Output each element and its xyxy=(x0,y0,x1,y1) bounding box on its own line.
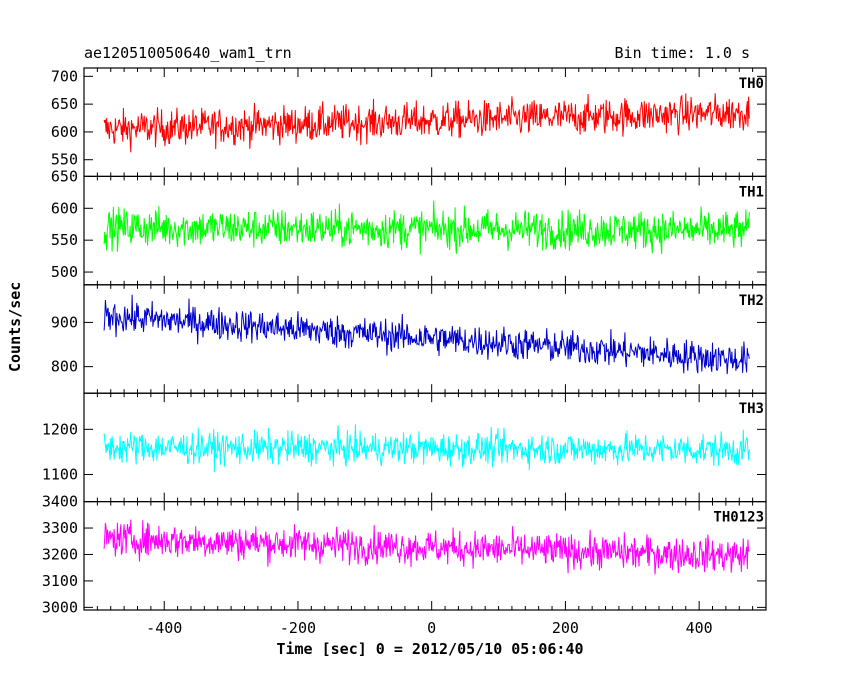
y-tick-label: 700 xyxy=(51,67,78,85)
series-th3 xyxy=(103,424,750,473)
y-tick-label: 3400 xyxy=(42,493,78,511)
x-tick-label: 200 xyxy=(552,619,579,637)
x-axis-label: Time [sec] 0 = 2012/05/10 05:06:40 xyxy=(276,640,584,658)
y-tick-label: 550 xyxy=(51,151,78,169)
y-tick-label: 800 xyxy=(51,358,78,376)
y-tick-label: 3300 xyxy=(42,519,78,537)
panel-label-th3: TH3 xyxy=(739,401,764,417)
y-tick-label: 600 xyxy=(51,199,78,217)
x-tick-label: -400 xyxy=(146,619,182,637)
y-tick-label: 3100 xyxy=(42,572,78,590)
chart-title: ae120510050640_wam1_trn xyxy=(84,44,292,62)
y-tick-label: 1100 xyxy=(42,466,78,484)
y-tick-label: 600 xyxy=(51,123,78,141)
y-tick-label: 550 xyxy=(51,231,78,249)
y-tick-label: 900 xyxy=(51,313,78,331)
series-th2 xyxy=(103,294,750,375)
panel-label-th0123: TH0123 xyxy=(713,510,764,526)
x-tick-label: -200 xyxy=(280,619,316,637)
series-th1 xyxy=(103,200,750,255)
panel-label-th0: TH0 xyxy=(739,76,764,92)
series-th0 xyxy=(103,93,750,153)
series-th0123 xyxy=(103,519,750,575)
x-tick-label: 400 xyxy=(686,619,713,637)
y-tick-label: 650 xyxy=(51,167,78,185)
y-tick-label: 1200 xyxy=(42,420,78,438)
bin-time-label: Bin time: 1.0 s xyxy=(614,44,750,62)
panel-frame-th2 xyxy=(83,284,767,394)
panel-label-th1: TH1 xyxy=(739,184,764,200)
y-tick-label: 3000 xyxy=(42,598,78,616)
x-tick-label: 0 xyxy=(427,619,436,637)
y-tick-label: 3200 xyxy=(42,545,78,563)
y-tick-label: 650 xyxy=(51,95,78,113)
y-tick-label: 500 xyxy=(51,263,78,281)
panel-frame-th0123 xyxy=(83,501,767,611)
panel-label-th2: TH2 xyxy=(739,293,764,309)
